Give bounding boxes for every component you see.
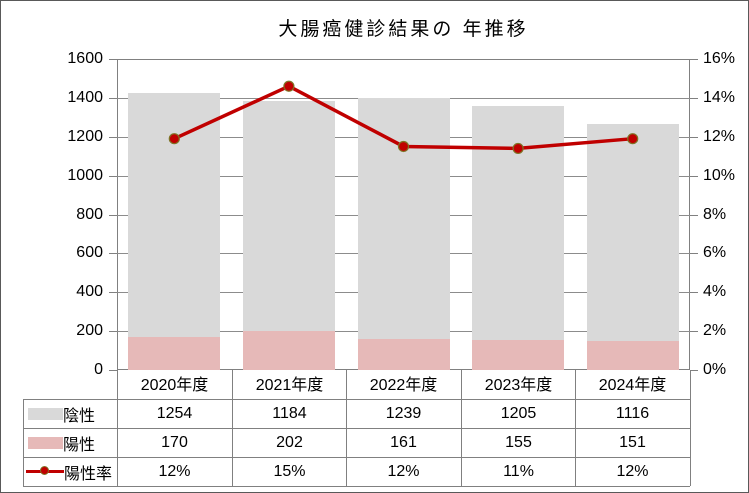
left-axis-tick [109, 59, 117, 60]
legend-dot [40, 466, 49, 475]
right-axis-tick [690, 176, 698, 177]
table-value-cell: 12% [387, 463, 420, 480]
left-axis-label: 1600 [67, 50, 103, 67]
bar-segment-positive [128, 337, 220, 370]
bar-segment-positive [358, 339, 450, 370]
left-axis-label: 800 [76, 206, 103, 223]
legend-label: 陰性 [63, 407, 96, 425]
right-axis-label: 14% [703, 89, 736, 106]
right-axis-tick [690, 253, 698, 254]
rate-marker [168, 133, 180, 145]
left-axis-label: 400 [76, 283, 103, 300]
table-value-cell: 1239 [385, 405, 422, 422]
table-value-cell: 161 [390, 434, 417, 451]
table-value-cell: 170 [161, 434, 188, 451]
left-axis-label: 1200 [67, 128, 103, 145]
right-axis-label: 8% [703, 206, 727, 223]
left-axis-tick [109, 370, 117, 371]
rate-marker [627, 133, 639, 145]
table-col-line [117, 370, 118, 486]
rate-line-layer [168, 80, 639, 155]
right-axis-label: 12% [703, 128, 736, 145]
chart-title: 大腸癌健診結果の 年推移 [278, 19, 529, 40]
rate-marker [397, 140, 410, 153]
right-axis-label: 16% [703, 50, 736, 67]
left-axis-label: 1400 [67, 89, 103, 106]
table-value-cell: 202 [276, 434, 303, 451]
table-value-cell: 1116 [615, 405, 650, 422]
legend-key-cell: 陰性 [24, 400, 116, 427]
left-axis-label: 0 [94, 361, 103, 378]
bar-segment-negative [358, 98, 450, 339]
table-col-line [346, 370, 347, 486]
right-axis-label: 2% [703, 322, 727, 339]
right-axis-tick [690, 331, 698, 332]
right-axis-tick [690, 59, 698, 60]
rate-line [173, 84, 633, 151]
left-axis-tick [109, 253, 117, 254]
legend-key-cell: 陽性率 [24, 458, 116, 485]
bar-segment-positive [243, 331, 335, 370]
bar-segment-negative [243, 101, 335, 331]
right-axis-tick [690, 292, 698, 293]
table-header-cell: 2022年度 [369, 377, 438, 394]
table-row-line [23, 399, 690, 400]
right-axis-label: 4% [703, 283, 727, 300]
table-col-line [461, 370, 462, 486]
left-axis-tick [109, 331, 117, 332]
left-axis-label: 200 [76, 322, 103, 339]
left-axis-tick [109, 176, 117, 177]
table-row-line [23, 486, 690, 487]
right-axis-tick [690, 137, 698, 138]
legend-line-marker-icon [26, 466, 64, 477]
right-axis-label: 10% [703, 167, 736, 184]
table-value-cell: 12% [616, 463, 649, 480]
table-row-line [23, 457, 690, 458]
table-value-cell: 1184 [272, 405, 307, 422]
left-axis-tick [109, 215, 117, 216]
legend-swatch-negative [28, 407, 63, 420]
table-col-line [232, 370, 233, 486]
table-header-cell: 2021年度 [255, 377, 324, 394]
table-col-line [690, 370, 691, 486]
left-axis-tick [109, 137, 117, 138]
bar-segment-negative [587, 124, 679, 341]
bar-segment-positive [587, 341, 679, 370]
left-axis-label: 1000 [67, 167, 103, 184]
table-value-cell: 155 [505, 434, 532, 451]
bar-segment-positive [472, 340, 564, 370]
legend-label: 陽性 [63, 436, 96, 454]
left-axis-tick [109, 98, 117, 99]
table-value-cell: 12% [158, 463, 191, 480]
table-value-cell: 1254 [156, 405, 193, 422]
table-header-cell: 2020年度 [140, 377, 209, 394]
right-axis-label: 0% [703, 361, 727, 378]
table-value-cell: 151 [619, 434, 646, 451]
left-axis-label: 600 [76, 244, 103, 261]
table-header-cell: 2023年度 [484, 377, 553, 394]
legend-key-cell: 陽性 [24, 429, 116, 456]
right-axis-label: 6% [703, 244, 727, 261]
right-axis-tick [690, 215, 698, 216]
table-col-line [23, 399, 24, 486]
legend-label: 陽性率 [64, 465, 113, 483]
right-axis-tick [690, 370, 698, 371]
table-col-line [575, 370, 576, 486]
right-axis-tick [690, 98, 698, 99]
table-value-cell: 15% [273, 463, 306, 480]
legend-swatch-positive [28, 436, 63, 449]
rate-marker [512, 142, 524, 155]
table-value-cell: 11% [503, 463, 534, 480]
table-value-cell: 1205 [500, 405, 537, 422]
rate-marker [283, 80, 295, 92]
left-axis-tick [109, 292, 117, 293]
table-row-line [23, 428, 690, 429]
table-header-cell: 2024年度 [598, 377, 667, 394]
